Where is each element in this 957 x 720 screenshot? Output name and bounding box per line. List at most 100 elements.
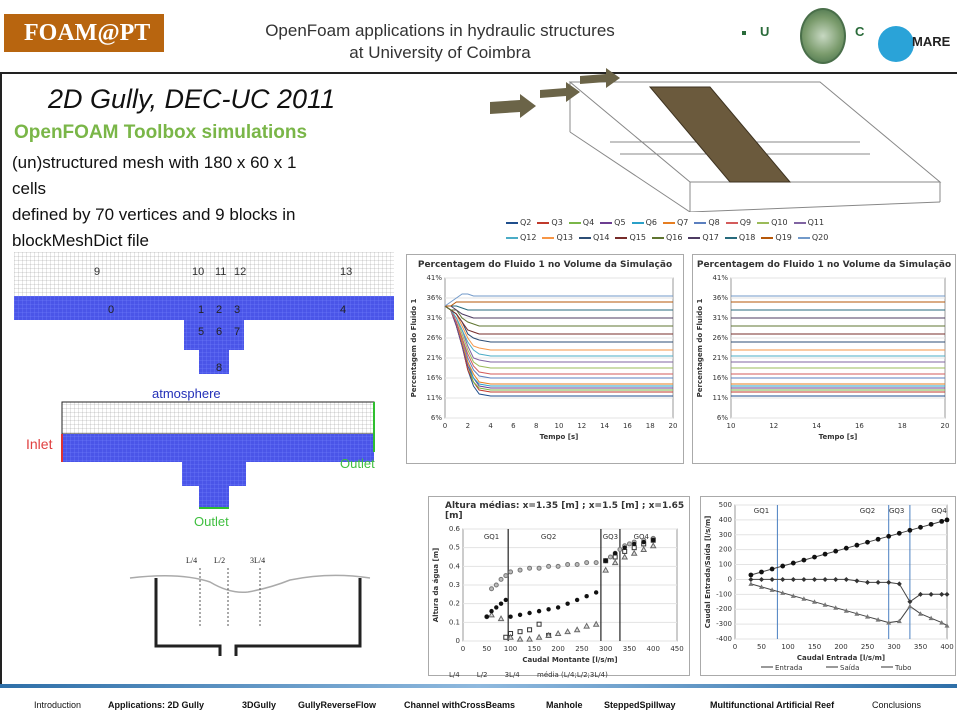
point-triangle [507,633,514,640]
x-tick-label: 18 [898,422,907,430]
y-tick-label: 0.3 [449,581,460,589]
legend-entry: média (L/4;L/2;3L/4) [537,671,608,679]
legend-entry: L/4 [449,671,460,679]
legend-entry: Tubo [894,664,911,672]
series-line-q15 [444,305,673,335]
mare-logo-icon [878,26,914,62]
point-circle [780,563,786,569]
point-circle-filled [555,605,561,610]
point-circle [759,569,764,575]
block-label-0: 0 [108,304,115,316]
legend-swatch [506,236,518,239]
legend-swatch [725,221,738,224]
y-tick-label: 16% [712,374,728,382]
x-tick-label: 6 [511,422,516,430]
x-axis-label: Caudal Entrada [l/s/m] [797,654,885,662]
point-diamond [896,581,902,587]
y-axis-label: Percentagem do Fluido 1 [696,299,704,398]
point-circle-filled [536,608,542,614]
point-triangle [928,615,934,621]
point-triangle [621,553,629,560]
y-tick-label: 0.2 [449,600,460,608]
y-tick-label: 0.4 [449,562,461,570]
x-tick-label: 16 [623,422,632,430]
x-tick-label: 8 [534,422,538,430]
mesh-description: (un)structured mesh with 180 x 60 x 1 ce… [12,150,332,254]
green-heading: OpenFOAM Toolbox simulations [14,122,308,143]
nav-channel-crossbeams[interactable]: Channel withCrossBeams [404,700,516,710]
x-tick-label: 400 [647,645,660,653]
point-circle-open [626,541,632,547]
nav-introduction[interactable]: Introduction [34,700,82,710]
point-diamond [875,579,881,585]
legend-item-q18: Q18 [724,233,755,242]
chart-3-title: Altura médias: x=1.35 [m] ; x=1.5 [m] ; … [445,501,685,521]
series-line-q5 [444,305,673,389]
y-tick-label: 0.6 [449,525,461,533]
y-tick-label: 0 [456,637,460,645]
legend-swatch [542,236,555,239]
block-label-1: 1 [198,304,205,316]
nav-conclusions[interactable]: Conclusions [872,700,922,710]
point-diamond [886,579,892,585]
x-tick-label: 20 [941,422,950,430]
chart-1-title: Percentagem do Fluido 1 no Volume da Sim… [417,260,673,270]
point-circle-filled [641,539,646,545]
legend-item-q20: Q20 [797,233,828,242]
nav-manhole[interactable]: Manhole [546,700,583,710]
region-label: GQ2 [541,533,556,541]
point-triangle [769,587,775,592]
point-circle-filled [651,538,656,543]
x-tick-label: 0 [443,422,447,430]
point-circle-open [555,563,561,569]
point-circle [812,554,817,560]
legend-entry: 3L/4 [505,671,521,679]
x-tick-label: 50 [757,643,766,651]
point-circle-filled [498,601,504,606]
point-square [612,554,618,560]
y-tick-label: 6% [717,414,728,422]
point-triangle [611,559,619,566]
c-letter: C [855,24,865,39]
point-triangle [790,593,796,598]
point-circle [928,521,934,527]
nav-artificial-reef[interactable]: Multifunctional Artificial Reef [710,700,835,710]
series-line-q19 [445,301,673,307]
y-tick-label: 500 [719,501,732,509]
gully-sketch [129,568,371,656]
y-tick-label: -300 [716,620,732,628]
point-triangle [488,611,495,618]
point-triangle [875,617,881,622]
nav-3d-gully[interactable]: 3DGully [242,700,277,710]
foam-at-pt-logo: FOAM@PT [4,14,164,52]
region-label: GQ4 [931,507,947,515]
region-label: GQ4 [634,533,650,541]
legend-label: Q13 [556,233,573,242]
chart-panel-1: Percentagem do Fluido 1 no Volume da Sim… [406,254,684,464]
nav-gully-reverse-flow[interactable]: GullyReverseFlow [298,700,377,710]
point-triangle [748,581,754,586]
x-tick-label: 100 [781,643,794,651]
point-circle [790,560,796,566]
nav-2d-gully[interactable]: Applications: 2D Gully [108,700,205,710]
point-triangle [759,584,764,589]
point-square [503,634,509,640]
x-tick-label: 4 [488,422,493,430]
point-square [536,621,542,627]
block-label-7: 7 [234,326,241,338]
block-label-10: 10 [192,266,205,278]
chart-2-title: Percentagem do Fluido 1 no Volume da Sim… [696,260,952,270]
chart-panel-2: Percentagem do Fluido 1 no Volume da Sim… [692,254,956,464]
x-tick-label: 200 [551,645,564,653]
y-tick-label: 36% [426,294,442,302]
legend-entry: Saída [840,664,859,672]
point-circle-open [593,560,599,566]
sketch-label-l4: L/4 [186,556,198,565]
legend-item-q19: Q19 [761,233,792,242]
nav-stepped-spillway[interactable]: SteppedSpillway [604,700,676,710]
block-label-3: 3 [234,304,241,316]
legend-swatch [694,221,707,224]
legend-label: Q16 [665,233,683,242]
point-diamond [939,591,945,597]
point-triangle [822,602,828,607]
